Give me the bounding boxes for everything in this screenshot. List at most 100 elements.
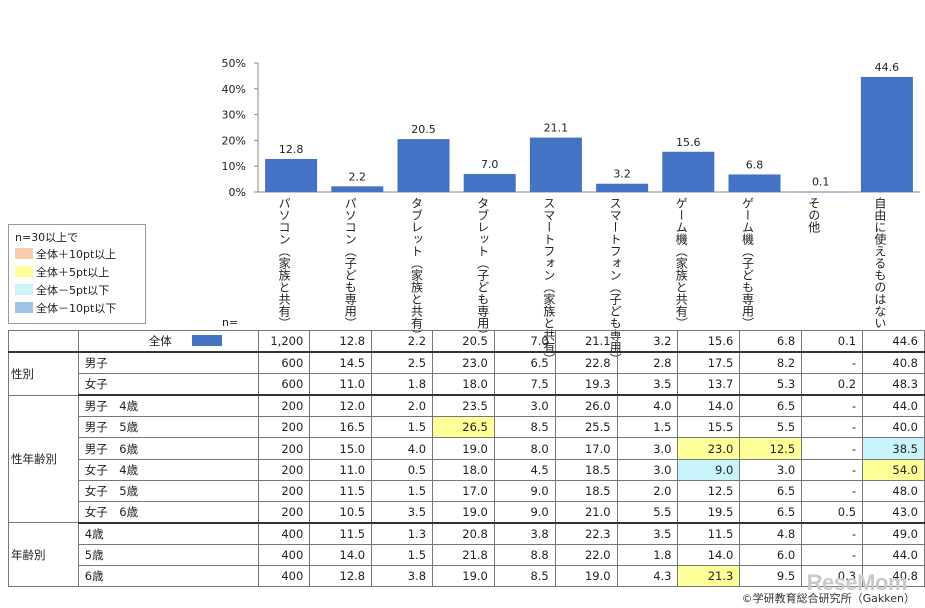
value-cell: 6.0 <box>739 543 803 567</box>
watermark-logo: ReseMom <box>806 570 908 595</box>
value-cell: 20.8 <box>432 522 495 545</box>
value-cell: 20.5 <box>432 330 495 354</box>
bar <box>728 174 781 192</box>
value-cell: 7.5 <box>493 373 556 397</box>
value-cell: 23.5 <box>432 394 495 418</box>
table-row: 女子 600 11.0 1.8 18.0 7.5 19.3 3.5 13.7 5.3 0.2 48.3 <box>9 373 925 397</box>
value-cell: 5.3 <box>739 373 803 397</box>
x-tick-label: タブレット（家族と共有） <box>409 197 424 341</box>
value-cell: 5.5 <box>616 500 679 524</box>
segment-label: 男子 4歳 <box>77 394 259 418</box>
value-cell: 8.5 <box>493 565 556 588</box>
segment-label: 女子 <box>77 373 259 397</box>
value-cell: - <box>801 351 864 375</box>
value-cell: 11.5 <box>309 522 373 545</box>
y-tick-label: 50% <box>222 57 246 70</box>
value-cell: 14.0 <box>677 394 741 418</box>
value-cell: 23.0 <box>432 351 495 375</box>
value-cell: 7.0 <box>493 330 556 354</box>
sample-size-cell: 200 <box>257 500 311 524</box>
bar <box>794 191 847 193</box>
value-cell: 9.0 <box>677 458 741 481</box>
value-cell: 1.5 <box>371 416 434 439</box>
value-cell: 9.0 <box>493 500 556 524</box>
y-tick-label: 0% <box>229 186 246 199</box>
sample-size-cell: 400 <box>257 565 311 588</box>
segment-label: 全体 <box>77 330 259 354</box>
value-cell: 22.0 <box>554 543 618 567</box>
value-cell: 40.0 <box>862 416 925 439</box>
value-cell: 6.5 <box>493 351 556 375</box>
value-cell: 54.0 <box>862 458 925 481</box>
value-cell: 1.8 <box>371 373 434 397</box>
value-cell: 4.0 <box>616 394 679 418</box>
value-cell: 18.0 <box>432 373 495 397</box>
value-cell: 25.5 <box>554 416 618 439</box>
sample-size-cell: 400 <box>257 522 311 545</box>
y-tick-label: 10% <box>222 160 246 173</box>
value-cell: 21.1 <box>554 330 618 354</box>
value-cell: 4.3 <box>616 565 679 588</box>
value-cell: 11.5 <box>677 522 741 545</box>
bar-value-label: 20.5 <box>411 123 436 136</box>
value-cell: 3.8 <box>371 565 434 588</box>
value-cell: 14.0 <box>677 543 741 567</box>
value-cell: 40.8 <box>862 351 925 375</box>
value-cell: 11.0 <box>309 373 373 397</box>
value-cell: 19.0 <box>432 565 495 588</box>
segment-label: 女子 4歳 <box>77 458 259 481</box>
x-tick-label: スマートフォン（子ども専用） <box>608 197 623 365</box>
value-cell: 15.5 <box>677 416 741 439</box>
value-cell: 6.5 <box>739 479 803 502</box>
value-cell: 3.5 <box>616 522 679 545</box>
segment-label: 女子 6歳 <box>77 500 259 524</box>
value-cell: 26.0 <box>554 394 618 418</box>
sample-size-cell: 600 <box>257 373 311 397</box>
sample-size-cell: 400 <box>257 543 311 567</box>
table-row: 性年齢別 男子 4歳 200 12.0 2.0 23.5 3.0 26.0 4.0 14.0 6.5… <box>8 394 925 524</box>
value-cell: 49.0 <box>862 522 925 545</box>
segment-label: 男子 5歳 <box>77 416 259 439</box>
x-tick-label: タブレット（子ども専用） <box>475 197 490 341</box>
x-tick-label: ゲーム機（家族と共有） <box>674 197 689 329</box>
value-cell: 21.3 <box>677 565 741 588</box>
sample-size-cell: 200 <box>257 437 311 460</box>
value-cell: 12.5 <box>739 437 803 460</box>
table-row: 女子 4歳 200 11.0 0.5 18.0 4.5 18.5 3.0 9.0 3.0-54.0 <box>9 458 925 481</box>
value-cell: 8.5 <box>493 416 556 439</box>
segment-label: 男子 6歳 <box>77 437 259 460</box>
value-cell: 17.5 <box>677 351 741 375</box>
value-cell: 0.1 <box>801 330 864 354</box>
value-cell: 1.5 <box>371 479 434 502</box>
legend-item: 全体－10pt以下 <box>15 301 139 316</box>
value-cell: 9.0 <box>493 479 556 502</box>
value-cell: 43.0 <box>862 500 925 524</box>
bar-value-label: 15.6 <box>676 136 701 149</box>
total-bar-icon <box>191 335 222 347</box>
value-cell: 22.8 <box>554 351 618 375</box>
legend-swatch-icon <box>15 284 33 295</box>
value-cell: 6.5 <box>739 394 803 418</box>
bar-value-label: 12.8 <box>279 143 304 156</box>
value-cell: 16.5 <box>309 416 373 439</box>
value-cell: 3.5 <box>616 373 679 397</box>
value-cell: 1.5 <box>616 416 679 439</box>
sample-size-cell: 1,200 <box>257 330 311 354</box>
group-label: 性年齢別 <box>8 394 79 524</box>
legend-item: 全体＋5pt以上 <box>15 265 139 280</box>
segment-label: 女子 5歳 <box>77 479 259 502</box>
data-table: 全体 1,200 12.8 2.2 20.5 7.0 21.1 3.2 15.6 6.8 0.1 44… <box>8 330 925 588</box>
sample-size-cell: 600 <box>257 351 311 375</box>
y-tick-label: 30% <box>222 109 246 122</box>
value-cell: 4.5 <box>493 458 556 481</box>
value-cell: 38.5 <box>862 437 925 460</box>
value-cell: 17.0 <box>554 437 618 460</box>
bar-value-label: 21.1 <box>544 122 569 135</box>
x-tick-label: ゲーム機（子ども専用） <box>740 197 755 329</box>
segment-label: 4歳 <box>77 522 259 545</box>
value-cell: 0.5 <box>371 458 434 481</box>
value-cell: 21.0 <box>554 500 618 524</box>
value-cell: 19.3 <box>554 373 618 397</box>
value-cell: 3.0 <box>739 458 803 481</box>
value-cell: 3.8 <box>493 522 556 545</box>
